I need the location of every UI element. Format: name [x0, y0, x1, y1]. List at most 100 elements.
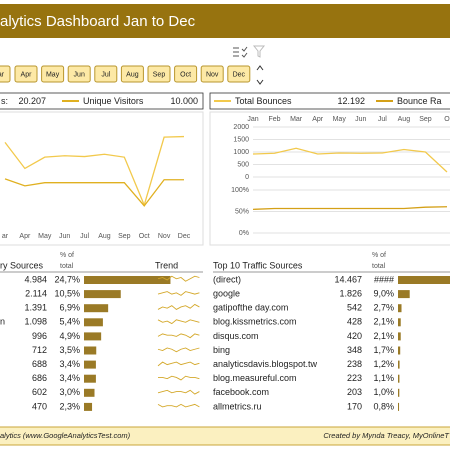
- source-pct: 3,4%: [59, 359, 80, 369]
- month-label[interactable]: Nov: [206, 71, 219, 78]
- month-button[interactable]: [94, 65, 118, 83]
- y-tick-label: 50%: [235, 208, 249, 215]
- y-tick-label: 100%: [231, 187, 249, 194]
- share-bar: [84, 290, 121, 299]
- month-button[interactable]: [67, 65, 91, 83]
- source-value: 686: [32, 373, 47, 383]
- spinner[interactable]: [256, 65, 264, 85]
- pct-header: % of: [372, 252, 386, 259]
- x-tick-label: Sep: [419, 116, 432, 123]
- source-pct: 1,1%: [373, 373, 394, 383]
- footer-left: alytics (www.GoogleAnalyticsTest.com): [0, 431, 131, 440]
- source-pct: 6,9%: [59, 303, 80, 313]
- trend-sparkline: [157, 333, 200, 339]
- month-button[interactable]: [147, 65, 171, 83]
- pct-header: total: [60, 263, 74, 270]
- trend-sparkline: [157, 319, 200, 325]
- month-label[interactable]: Sep: [153, 71, 166, 78]
- month-label[interactable]: Dec: [233, 71, 246, 78]
- legend-label: s:: [1, 96, 8, 106]
- y-tick-label: 0%: [239, 230, 249, 237]
- share-bar: [84, 276, 171, 284]
- x-tick-label: O: [444, 116, 450, 123]
- source-value: 1.826: [339, 288, 362, 298]
- x-tick-label: Apr: [19, 233, 31, 240]
- source-pct: 2,7%: [373, 303, 394, 313]
- month-label[interactable]: Oct: [180, 71, 191, 78]
- source-pct: 24,7%: [54, 274, 80, 284]
- source-value: 602: [32, 387, 47, 397]
- source-pct: 0,8%: [373, 401, 394, 411]
- month-button[interactable]: [174, 65, 198, 83]
- source-value: 4.984: [24, 274, 47, 284]
- share-bar: [398, 276, 450, 284]
- source-pct: 3,0%: [59, 387, 80, 397]
- source-name: bing: [213, 345, 230, 355]
- x-tick-label: Sep: [118, 233, 131, 240]
- x-tick-label: Jan: [247, 116, 258, 123]
- month-label[interactable]: Jul: [101, 71, 110, 78]
- source-pct: 5,4%: [59, 317, 80, 327]
- share-bar: [84, 388, 95, 397]
- share-bar: [398, 360, 400, 369]
- footer-band: [0, 426, 450, 446]
- legend-total: 10.000: [170, 96, 198, 106]
- share-bar: [84, 346, 97, 355]
- month-label[interactable]: Aug: [126, 71, 139, 78]
- source-name: disqus.com: [213, 331, 259, 341]
- x-tick-label: May: [38, 233, 52, 240]
- trend-sparkline: [157, 389, 200, 395]
- y-tick-label: 2000: [233, 124, 249, 131]
- trend-header: Trend: [155, 260, 178, 270]
- source-value: 542: [347, 303, 362, 313]
- source-value: 1.098: [24, 317, 47, 327]
- source-pct: 1,2%: [373, 359, 394, 369]
- x-tick-label: Jun: [355, 116, 366, 123]
- source-name: facebook.com: [213, 387, 269, 397]
- source-value: 688: [32, 359, 47, 369]
- month-button[interactable]: [0, 65, 11, 83]
- title: alytics Dashboard Jan to Dec: [0, 13, 196, 30]
- month-label[interactable]: Apr: [21, 71, 33, 78]
- trend-sparkline: [157, 361, 200, 367]
- source-pct: 2,1%: [373, 331, 394, 341]
- share-bar: [398, 402, 400, 411]
- source-value: 203: [347, 387, 362, 397]
- x-tick-label: Apr: [312, 116, 324, 123]
- share-bar: [398, 290, 410, 299]
- month-button[interactable]: [227, 65, 251, 83]
- y-tick-label: 1500: [233, 136, 249, 143]
- month-label[interactable]: Jun: [74, 71, 85, 78]
- source-value: 428: [347, 317, 362, 327]
- x-tick-label: Dec: [178, 233, 191, 240]
- legend-total: 20.207: [18, 96, 46, 106]
- month-label[interactable]: ar: [0, 71, 5, 78]
- source-value: 2.114: [25, 288, 47, 298]
- source-value: 223: [347, 373, 362, 383]
- x-tick-label: Feb: [269, 116, 281, 123]
- source-name: allmetrics.ru: [213, 401, 262, 411]
- legend-box: [0, 92, 204, 110]
- y-tick-label: 1000: [233, 149, 249, 156]
- month-button[interactable]: [120, 65, 144, 83]
- series-line: [4, 178, 184, 207]
- source-value: 238: [347, 359, 362, 369]
- trend-sparkline: [157, 403, 200, 408]
- month-button[interactable]: [41, 65, 65, 83]
- source-value: 996: [32, 331, 47, 341]
- month-label[interactable]: May: [46, 71, 60, 78]
- legend-box: [209, 92, 450, 110]
- source-value: 170: [347, 401, 362, 411]
- source-value: 420: [347, 331, 362, 341]
- month-button[interactable]: [200, 65, 224, 83]
- source-pct: 10,5%: [54, 288, 80, 298]
- footer-right: Created by Mynda Treacy, MyOnlineT: [323, 431, 450, 440]
- source-name: blog.kissmetrics.com: [213, 317, 297, 327]
- trend-sparkline: [158, 375, 200, 381]
- source-value: 470: [32, 401, 47, 411]
- month-button[interactable]: [14, 65, 38, 83]
- source-pct: 2,1%: [373, 317, 394, 327]
- y-tick-label: 500: [237, 161, 249, 168]
